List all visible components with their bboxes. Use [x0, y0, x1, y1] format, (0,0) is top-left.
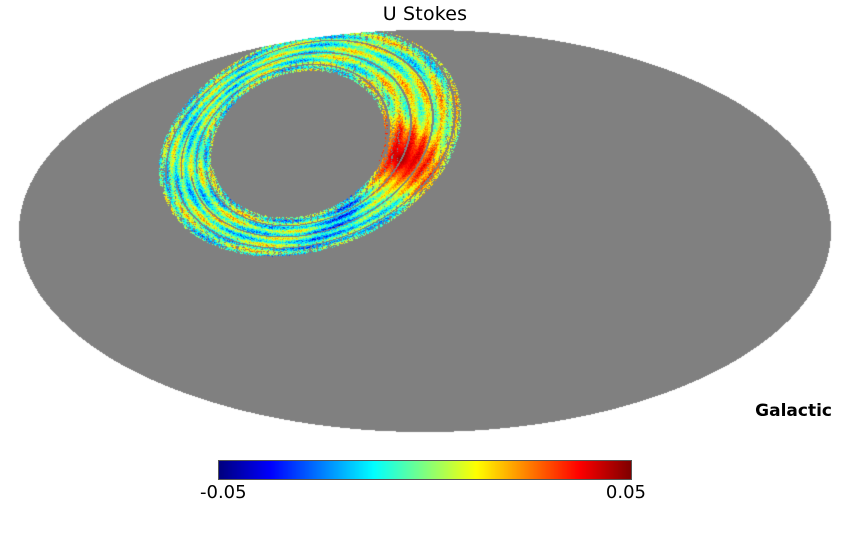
colorbar: -0.05 0.05 [200, 460, 646, 506]
colorbar-min-tick-label: -0.05 [200, 482, 247, 503]
page-title: U Stokes [382, 3, 468, 25]
coordinate-system-label: Galactic [755, 401, 832, 421]
sky-map-mollweide[interactable] [0, 0, 850, 460]
colorbar-max-tick-label: 0.05 [605, 482, 646, 503]
colorbar-gradient-icon[interactable] [218, 460, 632, 480]
